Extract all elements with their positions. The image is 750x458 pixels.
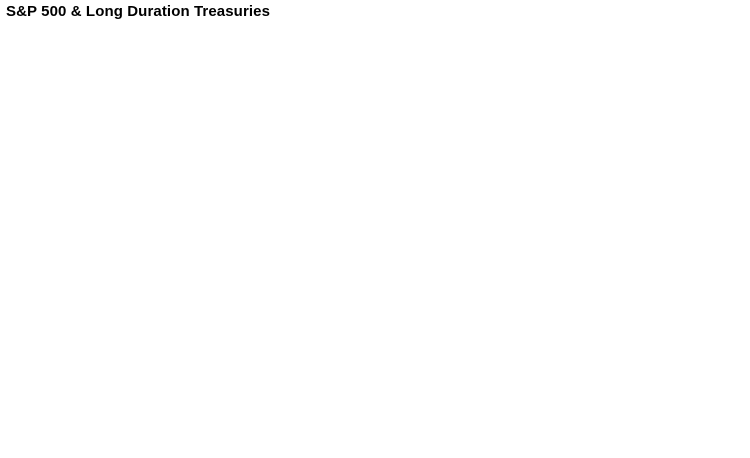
chart-title: S&P 500 & Long Duration Treasuries (6, 3, 271, 20)
